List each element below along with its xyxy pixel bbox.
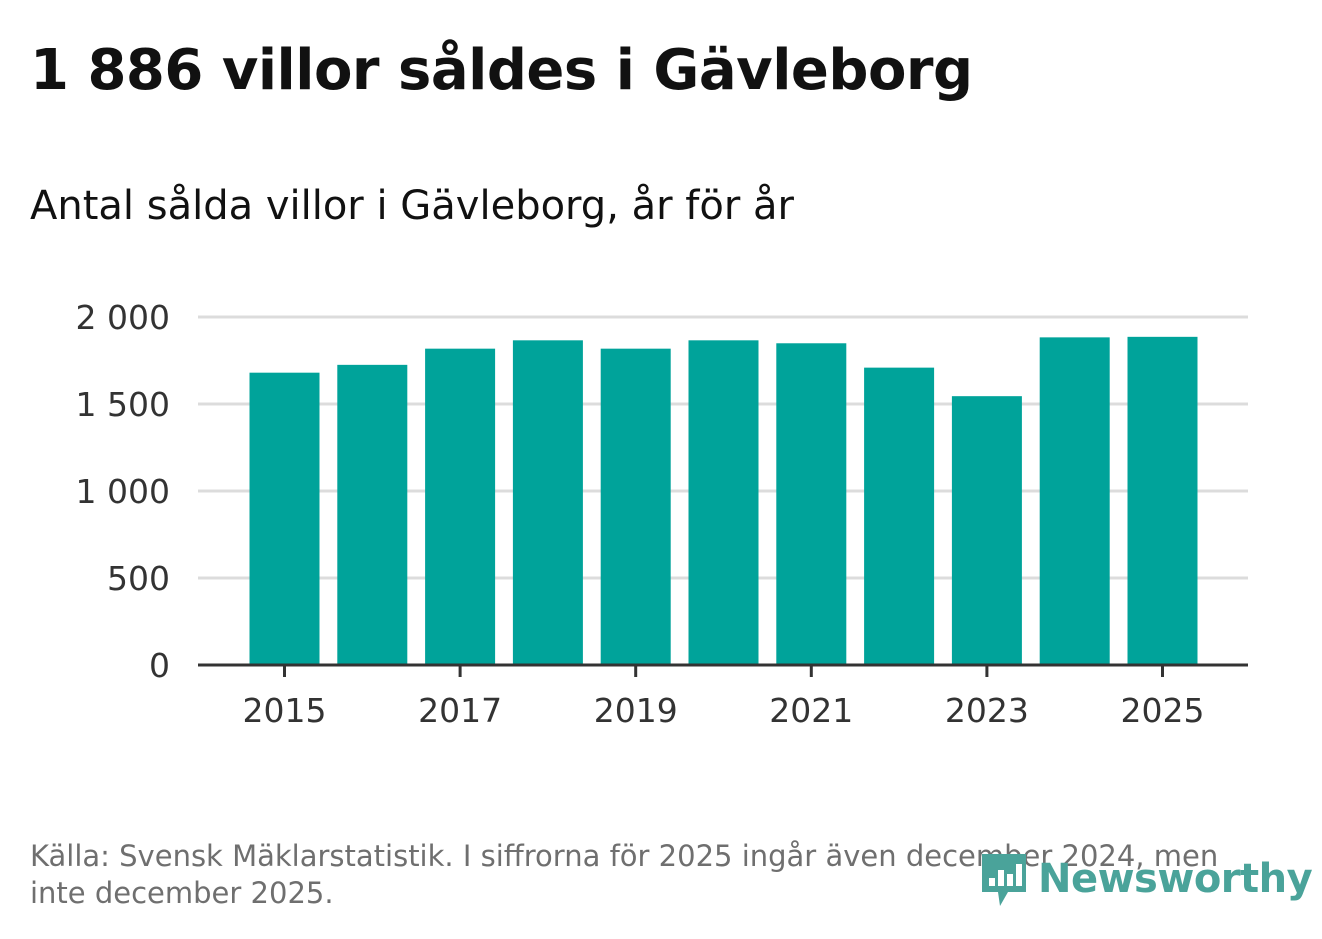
y-tick-label: 0	[149, 646, 170, 685]
bar-2021	[776, 343, 847, 665]
y-tick-label: 1 500	[76, 385, 170, 424]
y-tick-label: 2 000	[76, 298, 170, 337]
x-tick-label: 2021	[769, 691, 853, 730]
x-tick-label: 2025	[1121, 691, 1205, 730]
bar-2025	[1127, 336, 1198, 665]
bar-2016	[337, 364, 408, 665]
x-tick-label: 2017	[418, 691, 502, 730]
bar-2023	[951, 396, 1022, 665]
bar-2022	[864, 367, 935, 665]
newsworthy-logo: Newsworthy	[978, 848, 1313, 910]
y-tick-label: 500	[107, 559, 170, 598]
bars	[249, 336, 1198, 665]
bar-2017	[425, 348, 496, 665]
y-tick-label: 1 000	[76, 472, 170, 511]
logo-text: Newsworthy	[1038, 856, 1313, 902]
newsworthy-chart-icon	[982, 854, 1026, 906]
x-tick-label: 2023	[945, 691, 1029, 730]
bar-2019	[600, 348, 671, 665]
bar-2015	[249, 372, 320, 665]
chart-subtitle: Antal sålda villor i Gävleborg, år för å…	[30, 183, 794, 229]
bar-chart: 0 500 1 000 1 500 2 000 2015 2017 2019 2021 2023 2…	[76, 298, 1248, 730]
bar-2024	[1039, 337, 1110, 665]
axes: 0 500 1 000 1 500 2 000 2015 2017 2019 2021 2023 2…	[76, 298, 1248, 730]
bar-2020	[688, 340, 759, 665]
x-tick-label: 2015	[243, 691, 327, 730]
bar-2018	[512, 340, 583, 665]
x-tick-label: 2019	[594, 691, 678, 730]
chart-title: 1 886 villor såldes i Gävleborg	[30, 38, 973, 103]
